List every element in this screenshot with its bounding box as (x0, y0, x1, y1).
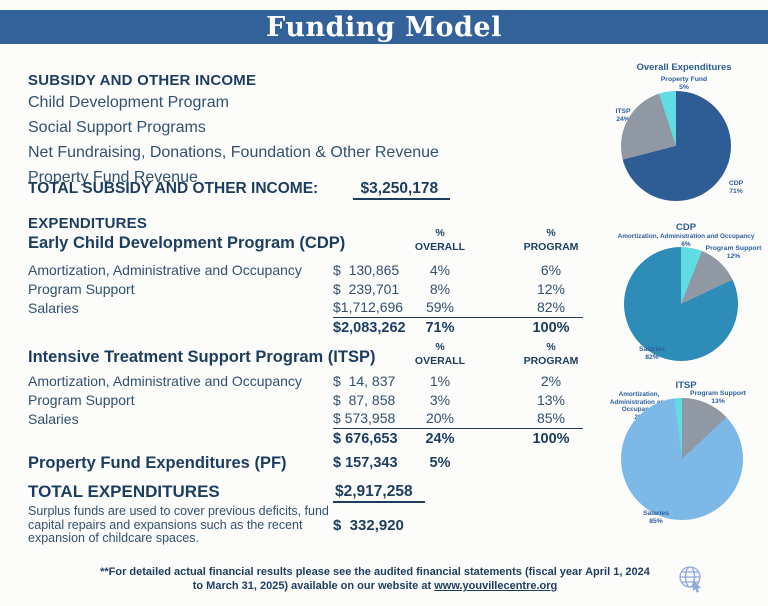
row-amount: $1,712,696 (333, 298, 413, 318)
program-column-header: % PROGRAM (523, 227, 579, 253)
pie-label-salaries: Salaries 85% (642, 510, 670, 526)
row-overall-pct: 20% (413, 409, 467, 429)
row-amount: $ 130,865 (333, 261, 400, 278)
table-row: Amortization, Administrative and Occupan… (28, 260, 583, 279)
income-total-amount: $3,250,178 (352, 180, 451, 200)
website-link[interactable]: www.youvillecentre.org (434, 580, 558, 592)
row-label: Program Support (28, 280, 135, 297)
total-expenditures-row: TOTAL EXPENDITURES $2,917,258 (28, 482, 583, 503)
pie-label-program-support: Program Support 13% (690, 390, 746, 406)
income-item: Property Fund Revenue (28, 169, 198, 186)
surplus-note: Surplus funds are used to cover previous… (28, 504, 329, 545)
footnote-line1: **For detailed actual financial results … (100, 566, 650, 578)
program-column-header: % PROGRAM (523, 341, 579, 367)
footnote-line2: to March 31, 2025) available on our webs… (192, 580, 435, 592)
table-row: Salaries $1,712,696 59% 82% (28, 298, 583, 318)
row-label: Program Support (28, 391, 135, 408)
pie-label-cdp: CDP 71% (728, 180, 744, 196)
overall-column-header: % OVERALL (414, 341, 466, 367)
itsp-pie (621, 398, 743, 520)
income-item: Social Support Programs (28, 119, 206, 136)
row-program-pct: 6% (540, 261, 562, 278)
itsp-total-row: $ 676,653 24% 100% (28, 428, 583, 449)
row-program-pct: 12% (536, 280, 566, 297)
pie-label-program-support: Program Support 12% (705, 245, 762, 261)
row-program-pct: 82% (519, 298, 583, 318)
cdp-chart: CDP Amortization, Administration and Occ… (606, 222, 766, 372)
pie-label-itsp: ITSP 24% (615, 108, 631, 124)
expenditures-heading: EXPENDITURES (28, 215, 148, 232)
table-row: Salaries $ 573,958 20% 85% (28, 409, 583, 429)
total-overall-pct: 24% (425, 430, 455, 447)
total-amount: $ 676,653 (333, 430, 398, 447)
row-program-pct: 2% (540, 372, 562, 389)
table-row: Program Support $ 87, 858 3% 13% (28, 390, 583, 409)
pf-row: Property Fund Expenditures (PF) $ 157,34… (28, 453, 583, 473)
row-amount: $ 239,701 (333, 280, 400, 297)
row-amount: $ 14, 837 (333, 372, 396, 389)
row-label: Amortization, Administrative and Occupan… (28, 372, 302, 389)
row-label: Salaries (28, 410, 79, 427)
income-total-label: TOTAL SUBSIDY AND OTHER INCOME: (28, 180, 319, 197)
income-heading: SUBSIDY AND OTHER INCOME (28, 72, 257, 89)
total-amount: $2,083,262 (333, 319, 406, 336)
itsp-section-title: Intensive Treatment Support Program (ITS… (28, 348, 376, 366)
footnote: **For detailed actual financial results … (60, 565, 690, 593)
pf-title: Property Fund Expenditures (PF) (28, 453, 287, 472)
chart-title: Overall Expenditures (636, 62, 732, 73)
chart-title: CDP (675, 222, 697, 233)
cdp-pie (624, 247, 738, 361)
globe-cursor-icon (676, 564, 706, 594)
total-expenditures-label: TOTAL EXPENDITURES (28, 482, 220, 501)
row-program-pct: 13% (536, 391, 566, 408)
total-program-pct: 100% (532, 430, 570, 447)
overall-expenditures-chart: Overall Expenditures Property Fund 5% IT… (606, 62, 762, 212)
total-overall-pct: 71% (425, 319, 455, 336)
surplus-row: Surplus funds are used to cover previous… (28, 504, 583, 546)
surplus-amount: $ 332,920 (333, 516, 404, 534)
pf-overall-pct: 5% (429, 455, 451, 471)
table-row: Program Support $ 239,701 8% 12% (28, 279, 583, 298)
row-overall-pct: 59% (413, 298, 467, 318)
row-overall-pct: 3% (429, 391, 451, 408)
income-total-row: TOTAL SUBSIDY AND OTHER INCOME: $3,250,1… (28, 180, 451, 200)
table-row: Amortization, Administrative and Occupan… (28, 371, 583, 390)
chart-title: ITSP (675, 380, 697, 391)
row-amount: $ 87, 858 (333, 391, 396, 408)
total-program-pct: 100% (532, 319, 570, 336)
row-label: Salaries (28, 299, 79, 316)
row-label: Amortization, Administrative and Occupan… (28, 261, 302, 278)
total-expenditures-amount: $2,917,258 (333, 483, 425, 503)
pie-label-amortization: Amortization, Administration and Occupan… (617, 233, 755, 248)
overall-column-header: % OVERALL (414, 227, 466, 253)
cdp-section-title: Early Child Development Program (CDP) (28, 234, 346, 252)
cdp-total-row: $2,083,262 71% 100% (28, 317, 583, 338)
income-item: Child Development Program (28, 94, 229, 111)
cdp-header-row: Early Child Development Program (CDP) % … (28, 226, 583, 254)
pie-label-property-fund: Property Fund 5% (660, 76, 708, 92)
page-title: Funding Model (266, 11, 502, 43)
pf-amount: $ 157,343 (333, 455, 398, 471)
header-bar: Funding Model (0, 10, 768, 44)
row-overall-pct: 4% (429, 261, 451, 278)
row-overall-pct: 8% (429, 280, 451, 297)
overall-expenditures-pie (621, 91, 731, 201)
itsp-chart: ITSP Program Support 13% Amortization, A… (606, 378, 766, 530)
row-program-pct: 85% (519, 409, 583, 429)
income-item: Net Fundraising, Donations, Foundation &… (28, 144, 439, 161)
row-amount: $ 573,958 (333, 409, 413, 429)
itsp-header-row: Intensive Treatment Support Program (ITS… (28, 340, 583, 368)
pie-label-salaries: Salaries 82% (638, 346, 666, 362)
row-overall-pct: 1% (429, 372, 451, 389)
